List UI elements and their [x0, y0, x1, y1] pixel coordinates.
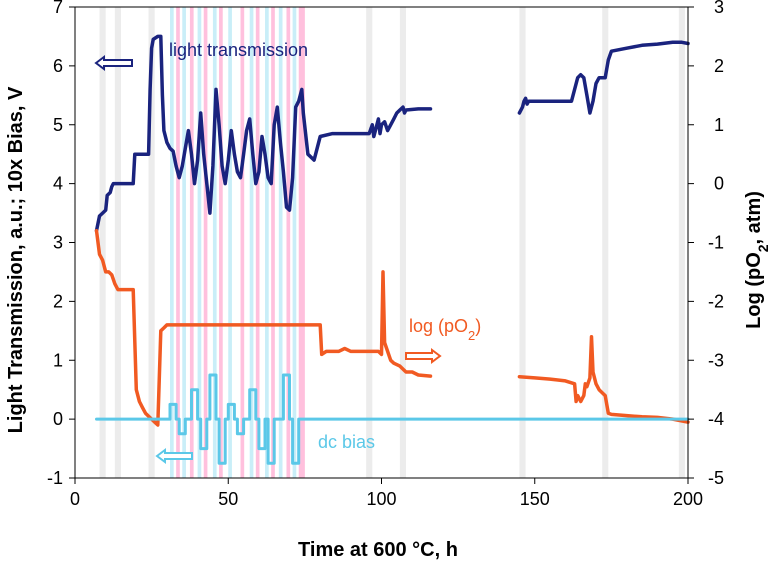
- y-tick-label: 3: [53, 233, 63, 253]
- left-arrow-icon: [94, 55, 133, 71]
- x-tick-label: 50: [218, 489, 238, 509]
- background-band-pink: [255, 7, 260, 478]
- tick-labels: 0 50 100 150 200 -1 0 1 2 3 4 5 6 7 -5 -4 -3 -2 -1 0 1 2 3: [47, 0, 724, 509]
- x-tick-label: 100: [366, 489, 396, 509]
- y2-tick-label: -3: [708, 350, 724, 370]
- series-line-log-po2-: [94, 228, 433, 427]
- background-band-pink: [240, 7, 245, 478]
- right-arrow-icon: [405, 348, 442, 364]
- y2-tick-label: 2: [714, 56, 724, 76]
- po2-label: log (pO2): [409, 316, 481, 343]
- po2-label-prefix: log (pO: [409, 316, 468, 336]
- background-band-pink: [271, 7, 275, 478]
- y-tick-label: 4: [53, 174, 63, 194]
- plot-frame: [74, 6, 689, 479]
- background-band-pink: [189, 7, 194, 478]
- y2-title-prefix: Log (pO: [743, 252, 765, 329]
- y2-title-suffix: , atm): [743, 191, 765, 244]
- y-tick-label: -1: [47, 468, 63, 488]
- background-band-pink: [176, 7, 180, 478]
- series-line-log-po2-: [517, 334, 690, 424]
- background-bands: [99, 7, 685, 478]
- background-band-gray: [399, 7, 407, 478]
- background-band-cyan: [197, 7, 202, 478]
- bias-annotation: dc bias: [155, 432, 375, 464]
- background-band-pink: [219, 7, 223, 478]
- background-band-cyan: [228, 7, 232, 478]
- background-band-gray: [99, 7, 106, 478]
- background-band-cyan: [182, 7, 186, 478]
- y-tick-label: 6: [53, 56, 63, 76]
- dc-bias-label: dc bias: [318, 432, 375, 452]
- series-line-light-transmission: [517, 40, 690, 115]
- y2-tick-label: -5: [708, 468, 724, 488]
- y-tick-label: 2: [53, 291, 63, 311]
- background-band-gray: [678, 7, 685, 478]
- background-band-gray: [519, 7, 526, 478]
- background-band-cyan: [265, 7, 269, 478]
- y-tick-label: 7: [53, 0, 63, 17]
- axis-ticks: [69, 6, 694, 484]
- y2-tick-label: -1: [708, 233, 724, 253]
- background-band-pink: [298, 7, 305, 478]
- po2-annotation: log (pO2): [405, 316, 481, 364]
- y2-tick-label: 3: [714, 0, 724, 17]
- po2-label-suffix: ): [475, 316, 481, 336]
- y-tick-label: 5: [53, 115, 63, 135]
- y2-tick-label: 0: [714, 174, 724, 194]
- series-line-dc-bias: [95, 373, 690, 465]
- background-band-gray: [114, 7, 121, 478]
- y-axis-title: Light Transmission, a.u.; 10x Bias, V: [5, 86, 27, 433]
- background-band-cyan: [170, 7, 174, 478]
- y2-title-sub: 2: [755, 244, 771, 252]
- y2-tick-label: -2: [708, 291, 724, 311]
- x-tick-label: 0: [70, 489, 80, 509]
- background-band-gray: [148, 7, 155, 478]
- background-band-gray: [602, 7, 609, 478]
- background-band-pink: [286, 7, 291, 478]
- background-band-pink: [203, 7, 208, 478]
- light-transmission-label: light transmission: [169, 40, 308, 60]
- y-tick-label: 0: [53, 409, 63, 429]
- light-annotation: light transmission: [94, 40, 308, 71]
- x-tick-label: 150: [520, 489, 550, 509]
- background-band-cyan: [292, 7, 297, 478]
- background-band-cyan: [212, 7, 217, 478]
- background-band-gray: [366, 7, 373, 478]
- y-tick-label: 1: [53, 350, 63, 370]
- left-arrow-icon: [155, 448, 193, 464]
- x-axis-title: Time at 600 °C, h: [298, 539, 458, 561]
- y2-axis-title: Log (pO2, atm): [743, 191, 771, 329]
- y2-tick-label: -4: [708, 409, 724, 429]
- series-line-light-transmission: [94, 34, 433, 233]
- series-lines: [94, 34, 690, 465]
- po2-label-sub: 2: [468, 328, 475, 343]
- y2-tick-label: 1: [714, 115, 724, 135]
- x-tick-label: 200: [673, 489, 703, 509]
- background-band-cyan: [278, 7, 283, 478]
- background-band-cyan: [249, 7, 254, 478]
